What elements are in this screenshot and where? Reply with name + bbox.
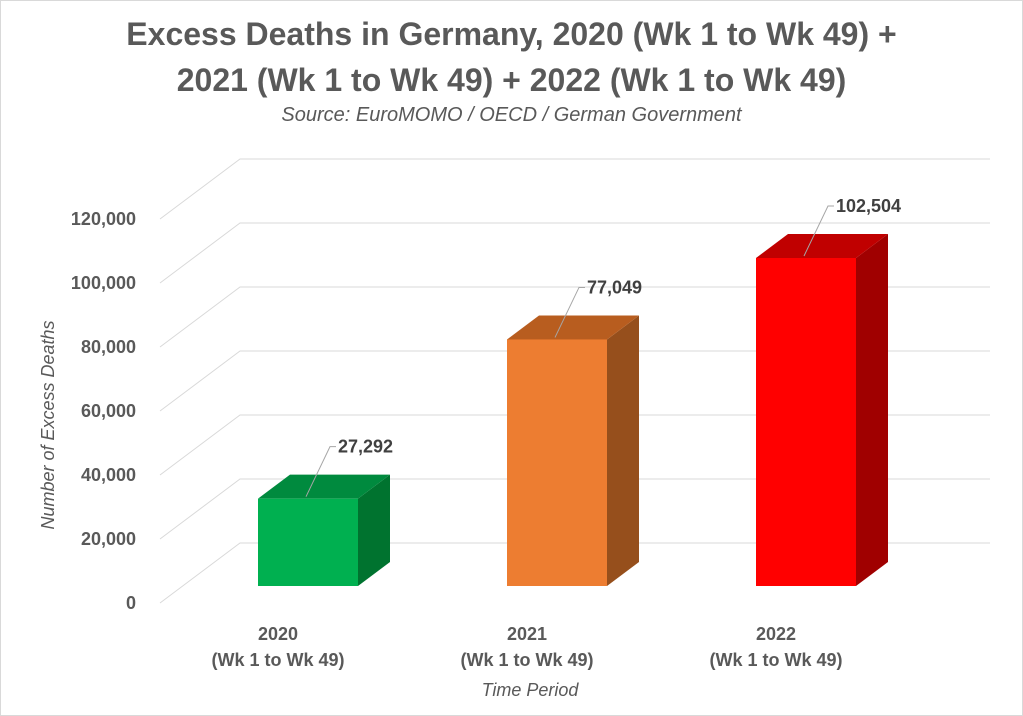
y-tick-label: 80,000: [81, 337, 136, 357]
bar-side-face: [856, 233, 888, 587]
chart-title-line-2: 2021 (Wk 1 to Wk 49) + 2022 (Wk 1 to Wk …: [176, 62, 847, 98]
data-label: 77,049: [587, 277, 642, 297]
x-tick-label-sub: (Wk 1 to Wk 49): [709, 650, 842, 670]
bar: [258, 498, 358, 586]
gridline: [159, 350, 990, 412]
x-tick-label: 2020: [258, 624, 298, 644]
bar: [507, 339, 607, 586]
y-tick-label: 40,000: [81, 465, 136, 485]
data-label: 102,504: [836, 196, 901, 216]
gridline: [159, 158, 990, 220]
leader-line: [305, 446, 336, 497]
bar: [756, 257, 856, 586]
x-tick-label: 2022: [756, 624, 796, 644]
y-tick-label: 20,000: [81, 529, 136, 549]
gridline: [159, 414, 990, 476]
y-axis-title: Number of Excess Deaths: [38, 320, 58, 529]
bar-top-face: [258, 474, 390, 499]
bar-top-face: [756, 233, 888, 258]
gridline: [159, 286, 990, 348]
bar-top-face: [507, 315, 639, 340]
leader-line: [554, 286, 585, 338]
y-tick-label: 120,000: [71, 209, 136, 229]
bar-side-face: [607, 315, 639, 586]
x-tick-label-sub: (Wk 1 to Wk 49): [460, 650, 593, 670]
x-tick-label-sub: (Wk 1 to Wk 49): [211, 650, 344, 670]
y-tick-label: 100,000: [71, 273, 136, 293]
gridline: [159, 222, 990, 284]
bar-side-face: [358, 474, 390, 586]
data-label: 27,292: [338, 437, 393, 457]
x-tick-label: 2021: [507, 624, 547, 644]
y-tick-label: 0: [126, 593, 136, 613]
chart-subtitle: Source: EuroMOMO / OECD / German Governm…: [281, 104, 742, 126]
chart-title-line-1: Excess Deaths in Germany, 2020 (Wk 1 to …: [126, 16, 897, 52]
gridline: [159, 478, 990, 540]
gridline: [159, 542, 990, 604]
leader-line: [803, 205, 834, 257]
y-tick-label: 60,000: [81, 401, 136, 421]
x-axis-title: Time Period: [482, 680, 580, 700]
